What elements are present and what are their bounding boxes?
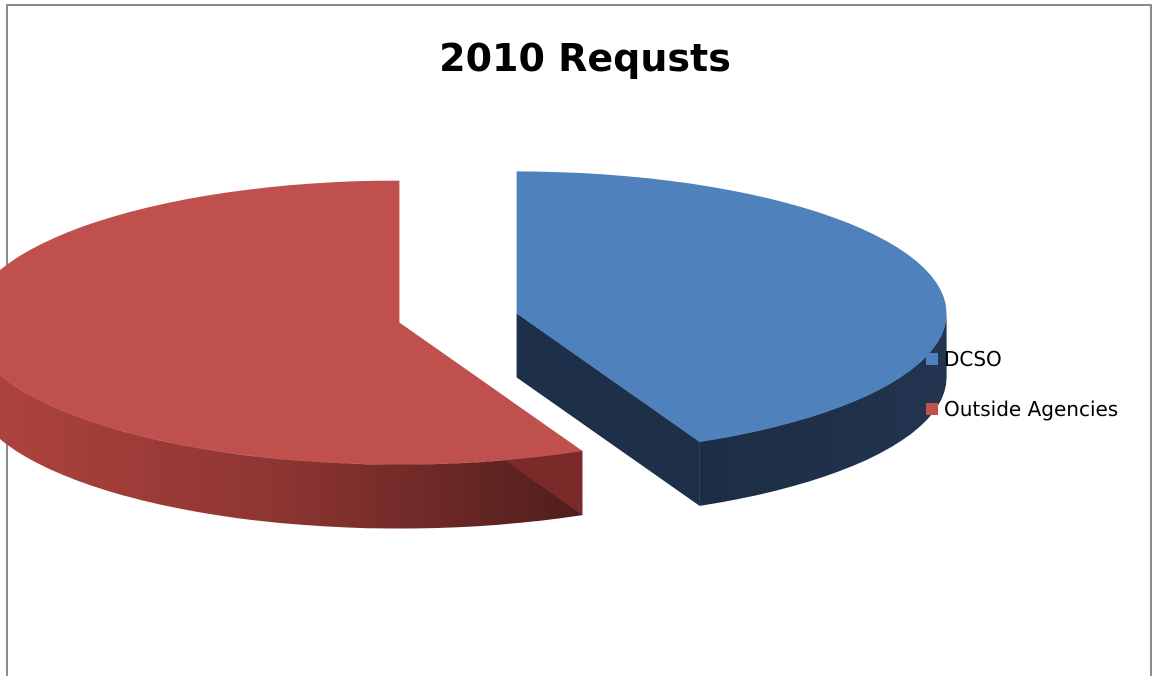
- legend-swatch-dcso: [926, 353, 938, 365]
- pie-wall-dcso: [699, 313, 947, 506]
- pie-top-outside-agencies: [0, 180, 583, 465]
- pie-cut-dcso-1: [516, 313, 700, 506]
- pie-top-dcso: [516, 171, 947, 442]
- pie-slice-outside-agencies: [0, 180, 583, 529]
- legend-swatch-outside-agencies: [926, 403, 938, 415]
- legend: DCSO Outside Agencies: [926, 346, 1118, 446]
- pie-wall-outside-agencies: [0, 375, 583, 529]
- legend-item-dcso: DCSO: [926, 346, 1118, 372]
- chart-title: 2010 Requsts: [439, 36, 731, 80]
- legend-item-outside-agencies: Outside Agencies: [926, 396, 1118, 422]
- legend-label-outside-agencies: Outside Agencies: [944, 397, 1119, 421]
- legend-label-dcso: DCSO: [944, 347, 1002, 371]
- pie-slice-dcso: [516, 171, 947, 506]
